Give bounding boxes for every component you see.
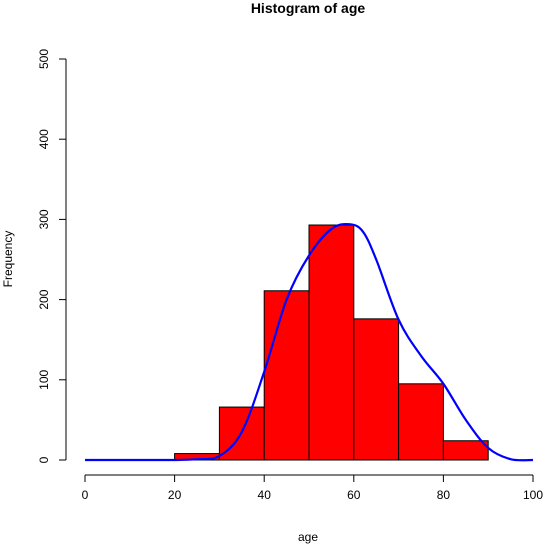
histogram-bars xyxy=(174,224,489,461)
y-tick-label: 0 xyxy=(37,456,51,463)
y-axis-label: Frequency xyxy=(1,231,15,288)
density-curve xyxy=(84,222,534,462)
y-axis: 0 100 200 300 400 500 xyxy=(37,49,67,463)
x-axis-label: age xyxy=(298,530,318,544)
x-tick-label: 40 xyxy=(258,488,272,502)
chart-title: Histogram of age xyxy=(251,0,366,16)
histogram-bar xyxy=(353,318,400,461)
y-tick-label: 300 xyxy=(37,209,51,229)
x-tick-label: 0 xyxy=(82,488,89,502)
x-tick-label: 20 xyxy=(168,488,182,502)
histogram-bar xyxy=(442,440,489,461)
histogram-bar xyxy=(398,383,444,461)
histogram-bar xyxy=(308,224,355,461)
y-tick-label: 400 xyxy=(37,129,51,149)
y-tick-label: 100 xyxy=(37,369,51,389)
histogram-bar xyxy=(263,290,310,461)
y-tick-label: 200 xyxy=(37,289,51,309)
x-tick-label: 60 xyxy=(347,488,361,502)
x-tick-label: 100 xyxy=(523,488,543,502)
x-tick-label: 80 xyxy=(437,488,451,502)
y-tick-label: 500 xyxy=(37,49,51,69)
x-axis: 0 20 40 60 80 100 xyxy=(82,474,543,502)
